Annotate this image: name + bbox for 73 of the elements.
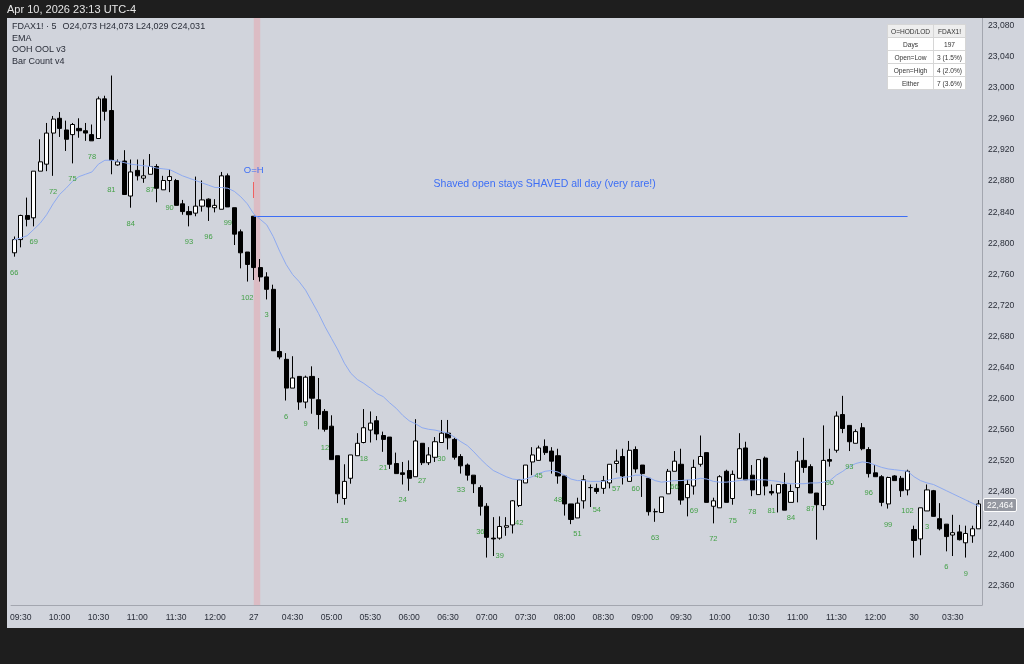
x-tick-label: 09:30 <box>670 611 692 622</box>
x-tick-label: 03:30 <box>942 611 964 622</box>
y-tick-label: 22,680 <box>988 330 1015 341</box>
x-tick-label: 05:30 <box>359 611 382 622</box>
candlestick <box>89 124 94 142</box>
candlestick <box>937 502 942 531</box>
y-tick-label: 22,560 <box>988 424 1015 435</box>
x-tick-label: 09:30 <box>9 611 32 622</box>
x-tick-label: 11:30 <box>825 611 847 622</box>
y-tick-label: 22,840 <box>988 206 1015 217</box>
y-tick-label: 22,400 <box>988 548 1015 559</box>
candlestick <box>361 408 366 444</box>
text: Apr 10, 2026 23:13 UTC-4 <box>7 2 137 17</box>
y-tick-label: 22,520 <box>988 455 1015 466</box>
candlestick <box>866 446 871 478</box>
chart-title: FDAX1! · 5 <box>12 21 57 31</box>
x-tick-label: 07:30 <box>514 611 537 622</box>
candlestick <box>860 422 865 451</box>
y-tick-label: 22,760 <box>988 268 1015 279</box>
x-tick-label: 12:00 <box>204 611 226 622</box>
annotation: Bar Count v4 <box>12 55 66 67</box>
x-tick-label: 11:00 <box>126 611 148 622</box>
y-tick-label: 22,600 <box>988 393 1015 404</box>
ref-line-label: Shaved open stays SHAVED all day (very rare!) <box>433 176 656 189</box>
x-tick-label: 04:30 <box>281 611 304 622</box>
candlestick <box>18 214 23 248</box>
y-tick-label: 22,360 <box>988 579 1015 590</box>
candlestick <box>640 464 645 498</box>
y-tick-label: 22,880 <box>988 175 1015 186</box>
candlestick <box>588 483 593 508</box>
y-tick-label: 23,080 <box>988 20 1015 30</box>
candlestick <box>109 75 114 175</box>
y-tick-label: 22,640 <box>988 362 1015 373</box>
x-tick-label: 12:00 <box>864 611 887 622</box>
y-tick-label: 22,920 <box>988 144 1015 155</box>
annotation: 22,464 <box>983 497 1018 512</box>
y-tick-label: 22,440 <box>988 517 1015 528</box>
x-tick-label: 06:00 <box>398 611 421 622</box>
y-tick-label: 22,480 <box>988 486 1015 497</box>
y-tick-label: 22,800 <box>988 237 1015 248</box>
x-tick-label: 10:00 <box>48 611 71 622</box>
y-tick-label: 22,720 <box>988 299 1015 310</box>
x-tick-label: 08:30 <box>592 611 615 622</box>
candlestick <box>12 235 17 258</box>
chart-subtitle: O24,073 H24,073 L24,029 C24,031 <box>62 21 206 31</box>
x-tick-label: 11:30 <box>165 611 187 622</box>
y-tick-label: 22,960 <box>988 113 1015 124</box>
x-tick-label: 10:00 <box>709 611 731 622</box>
candlestick <box>355 432 360 457</box>
x-tick-label: 11:00 <box>787 611 809 622</box>
candlestick <box>763 456 768 496</box>
candlestick <box>581 474 586 510</box>
x-tick-label: 08:00 <box>553 611 576 622</box>
x-tick-label: 27 <box>248 611 259 622</box>
candlestick <box>594 483 599 495</box>
candlestick <box>277 327 282 360</box>
candlestick <box>348 454 353 485</box>
x-tick-label: 06:30 <box>437 611 459 622</box>
x-tick-label: 10:30 <box>747 611 770 622</box>
y-tick-label: 23,000 <box>988 82 1015 93</box>
candlestick <box>769 483 774 496</box>
x-tick-label: 05:00 <box>320 611 343 622</box>
y-tick-label: 23,040 <box>988 51 1015 62</box>
x-tick-label: 30 <box>909 611 920 622</box>
candlestick <box>342 463 347 506</box>
annotation: OOH OOL v3 <box>12 44 67 56</box>
x-tick-label: 09:00 <box>631 611 654 622</box>
x-tick-label: 10:30 <box>87 611 110 622</box>
candlestick <box>646 477 651 517</box>
annotation: O=H <box>242 163 265 176</box>
candlestick <box>271 284 276 352</box>
x-tick-label: 07:00 <box>476 611 498 622</box>
annotation: EMA <box>12 32 33 44</box>
